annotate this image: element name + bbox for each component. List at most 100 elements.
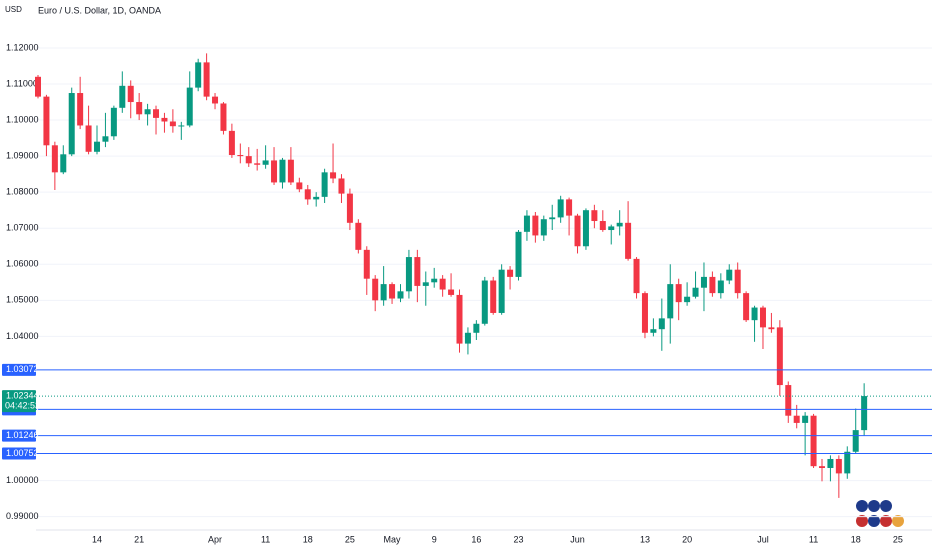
candle-body bbox=[330, 172, 337, 179]
candle-body bbox=[759, 307, 766, 328]
x-tick-label: 9 bbox=[432, 534, 437, 544]
currency-icons bbox=[856, 500, 904, 527]
x-tick-label: May bbox=[384, 534, 402, 544]
candle-body bbox=[68, 93, 75, 155]
candle-body bbox=[287, 159, 294, 183]
y-tick-label: 1.06000 bbox=[6, 259, 39, 269]
x-tick-label: 11 bbox=[809, 534, 818, 544]
candle-body bbox=[827, 458, 834, 468]
candle-body bbox=[254, 163, 261, 165]
x-tick-label: 18 bbox=[851, 534, 861, 544]
x-tick-label: 18 bbox=[303, 534, 313, 544]
candle-body bbox=[422, 282, 429, 286]
y-tick-label: 1.04000 bbox=[6, 331, 39, 341]
candle-body bbox=[599, 221, 606, 231]
candle-body bbox=[186, 87, 193, 126]
candle-body bbox=[405, 257, 412, 292]
x-tick-label: 25 bbox=[345, 534, 355, 544]
candle-body bbox=[709, 276, 716, 294]
candle-body bbox=[110, 107, 117, 137]
candle-body bbox=[448, 289, 455, 295]
y-tick-label: 1.00000 bbox=[6, 475, 39, 485]
candle-body bbox=[51, 145, 58, 173]
price-line-label: 1.03072 bbox=[6, 364, 39, 374]
candle-body bbox=[717, 280, 724, 294]
candle-body bbox=[304, 189, 311, 200]
x-tick-label: Apr bbox=[208, 534, 222, 544]
candle-body bbox=[228, 130, 235, 156]
candle-body bbox=[195, 62, 202, 88]
candle-body bbox=[271, 160, 278, 183]
candle-body bbox=[523, 215, 530, 232]
y-tick-label: 1.09000 bbox=[6, 150, 39, 160]
candle-body bbox=[667, 284, 674, 319]
candle-body bbox=[802, 415, 809, 423]
candle-body bbox=[734, 269, 741, 294]
candle-body bbox=[818, 466, 825, 468]
x-tick-label: 25 bbox=[893, 534, 903, 544]
candle-body bbox=[861, 396, 868, 431]
candle-body bbox=[85, 125, 92, 152]
candle-body bbox=[507, 269, 514, 277]
candle-body bbox=[785, 385, 792, 416]
candle-body bbox=[60, 154, 67, 173]
candle-body bbox=[313, 196, 320, 200]
y-tick-label: 1.10000 bbox=[6, 114, 39, 124]
candle-body bbox=[591, 210, 598, 222]
candle-body bbox=[574, 215, 581, 247]
chart-title: Euro / U.S. Dollar, 1D, OANDA bbox=[38, 5, 161, 15]
x-tick-label: 13 bbox=[640, 534, 650, 544]
candle-body bbox=[515, 231, 522, 277]
last-price-tag bbox=[2, 390, 36, 413]
candle-body bbox=[582, 210, 589, 247]
candle-body bbox=[650, 329, 657, 333]
candle-body bbox=[389, 284, 396, 299]
candle-body bbox=[776, 327, 783, 386]
price-line-label: 1.01246 bbox=[6, 430, 39, 440]
candle-body bbox=[439, 278, 446, 290]
candle-body bbox=[355, 222, 362, 250]
candle-body bbox=[144, 109, 151, 115]
price-line-tag bbox=[2, 447, 36, 460]
unit-label: USD bbox=[5, 5, 22, 14]
y-tick-label: 1.05000 bbox=[6, 295, 39, 305]
y-tick-label: 1.11000 bbox=[6, 78, 38, 88]
candle-body bbox=[481, 280, 488, 324]
candle-body bbox=[262, 160, 269, 165]
y-tick-label: 1.08000 bbox=[6, 187, 39, 197]
x-tick-label: Jun bbox=[570, 534, 585, 544]
candle-body bbox=[625, 222, 632, 259]
candle-body bbox=[498, 269, 505, 313]
y-tick-label: 0.99000 bbox=[6, 511, 39, 521]
candle-body bbox=[751, 307, 758, 321]
candle-body bbox=[119, 85, 126, 108]
candle-body bbox=[397, 291, 404, 299]
candle-body bbox=[473, 323, 480, 333]
candle-body bbox=[245, 156, 252, 164]
y-tick-label: 1.12000 bbox=[6, 42, 39, 52]
candle-body bbox=[549, 217, 556, 220]
candle-body bbox=[127, 85, 134, 103]
candle-body bbox=[844, 451, 851, 474]
candle-body bbox=[220, 103, 227, 131]
candle-body bbox=[380, 284, 387, 301]
candle-body bbox=[540, 219, 547, 236]
x-tick-label: 21 bbox=[134, 534, 144, 544]
candle-body bbox=[35, 76, 41, 97]
candle-body bbox=[675, 284, 682, 303]
candle-body bbox=[692, 287, 699, 297]
candle-body bbox=[102, 136, 109, 142]
y-tick-label: 1.07000 bbox=[6, 223, 39, 233]
candle-body bbox=[279, 159, 286, 183]
candle-body bbox=[43, 96, 50, 146]
candle-body bbox=[338, 178, 345, 194]
candle-body bbox=[566, 199, 573, 216]
x-tick-label: 11 bbox=[261, 534, 270, 544]
x-tick-label: 20 bbox=[682, 534, 692, 544]
candle-body bbox=[372, 278, 379, 301]
candle-body bbox=[237, 155, 244, 157]
candle-body bbox=[608, 226, 615, 231]
candle-body bbox=[456, 294, 463, 344]
candle-body bbox=[726, 269, 733, 281]
x-tick-label: Jul bbox=[757, 534, 769, 544]
